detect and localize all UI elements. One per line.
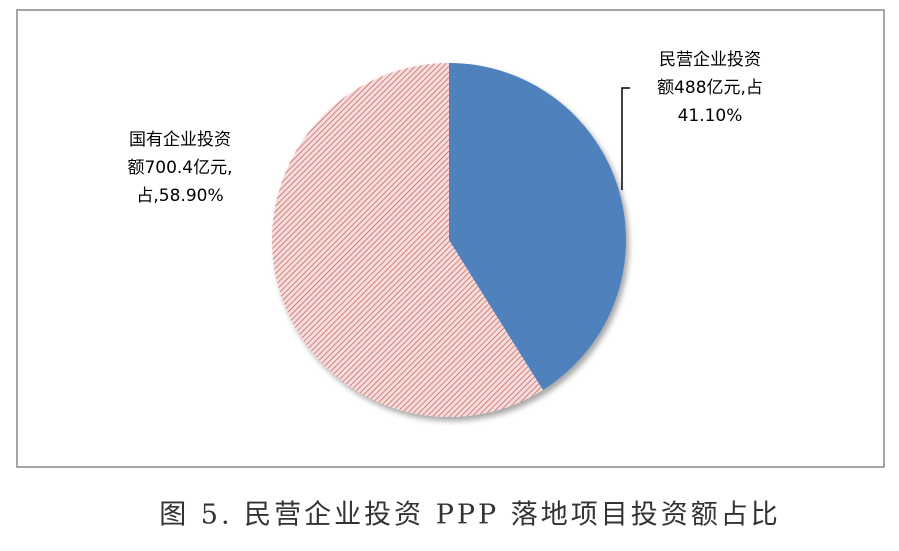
caption: 图 5. 民营企业投资 PPP 落地项目投资额占比 bbox=[159, 500, 781, 531]
pie bbox=[271, 63, 626, 418]
pie-slice bbox=[449, 63, 626, 391]
data-label: 41.10% bbox=[678, 106, 743, 126]
data-label: 额488亿元,占 bbox=[657, 78, 763, 98]
data-label: 国有企业投资 bbox=[129, 130, 231, 150]
data-label: 民营企业投资 bbox=[659, 50, 761, 70]
leader-line bbox=[621, 87, 630, 190]
data-label: 额700.4亿元, bbox=[127, 158, 232, 178]
data-label: 占,58.90% bbox=[136, 186, 223, 206]
pie-slice bbox=[271, 63, 543, 418]
